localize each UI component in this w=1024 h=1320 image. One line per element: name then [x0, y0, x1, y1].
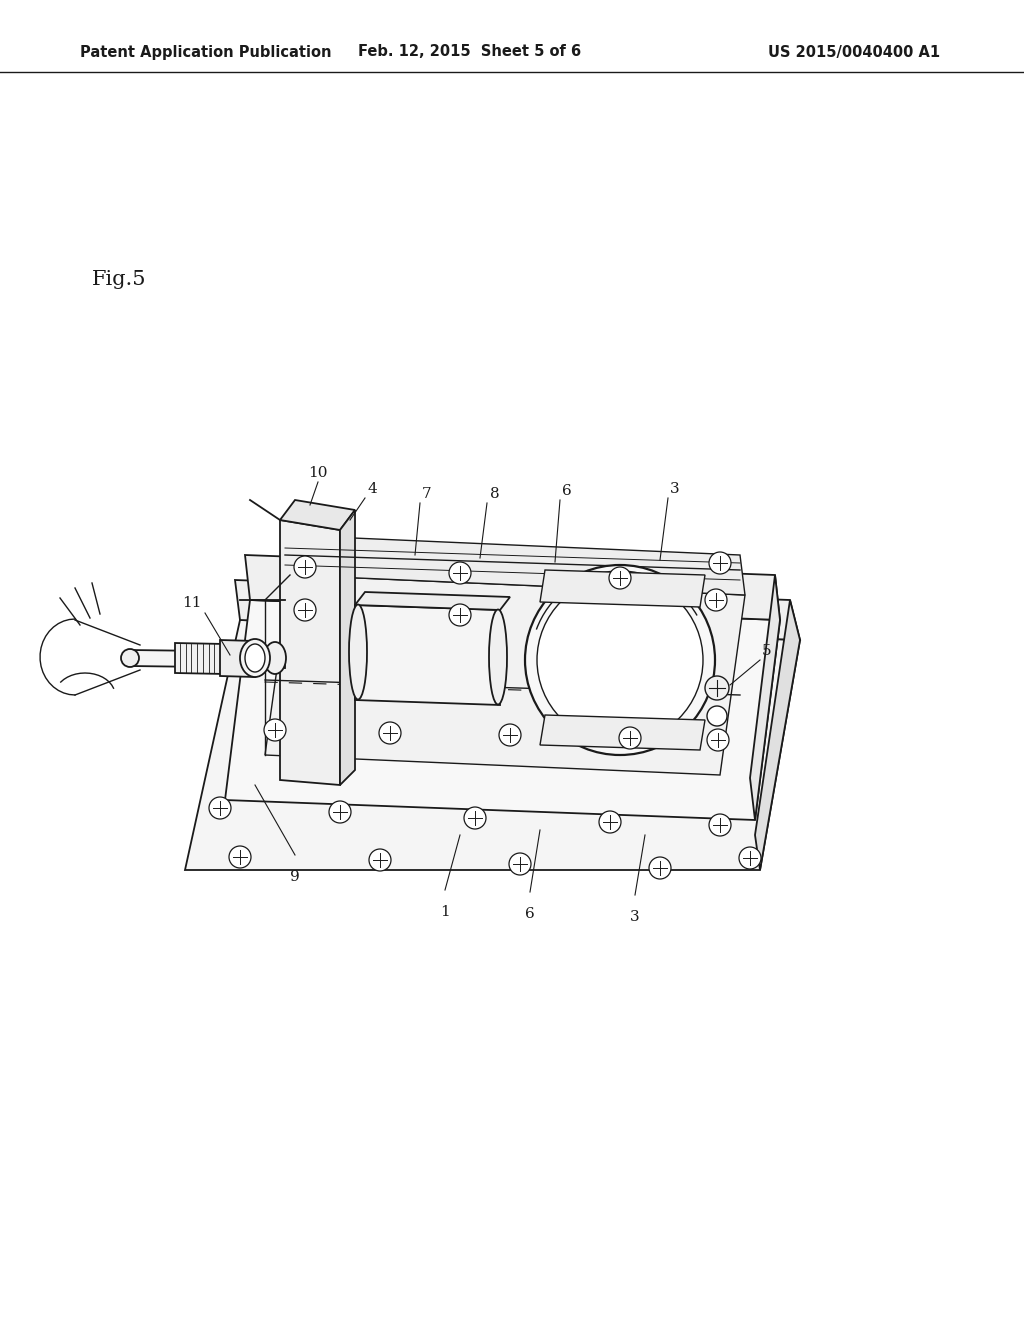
Text: 3: 3 [630, 909, 640, 924]
Text: 10: 10 [308, 466, 328, 480]
Circle shape [599, 810, 621, 833]
Circle shape [369, 849, 391, 871]
Circle shape [209, 797, 231, 818]
Circle shape [705, 676, 729, 700]
Text: 6: 6 [562, 484, 571, 498]
Circle shape [294, 556, 316, 578]
Polygon shape [285, 535, 745, 595]
Circle shape [707, 729, 729, 751]
Polygon shape [355, 591, 510, 610]
Circle shape [609, 568, 631, 589]
Ellipse shape [489, 610, 507, 705]
Polygon shape [340, 510, 355, 785]
Text: 11: 11 [182, 597, 202, 610]
Polygon shape [220, 640, 255, 677]
Polygon shape [355, 605, 500, 705]
Circle shape [525, 565, 715, 755]
Circle shape [499, 723, 521, 746]
Text: Patent Application Publication: Patent Application Publication [80, 45, 332, 59]
Ellipse shape [349, 605, 367, 700]
Text: 4: 4 [368, 482, 378, 496]
Polygon shape [175, 643, 225, 675]
Text: 1: 1 [440, 906, 450, 919]
Text: 6: 6 [525, 907, 535, 921]
Circle shape [649, 857, 671, 879]
Circle shape [709, 552, 731, 574]
Polygon shape [225, 601, 780, 820]
Circle shape [379, 722, 401, 744]
Circle shape [537, 577, 703, 743]
Ellipse shape [245, 644, 265, 672]
Text: Fig.5: Fig.5 [92, 271, 146, 289]
Text: US 2015/0040400 A1: US 2015/0040400 A1 [768, 45, 940, 59]
Text: 5: 5 [762, 644, 772, 657]
Polygon shape [540, 715, 705, 750]
Text: Feb. 12, 2015  Sheet 5 of 6: Feb. 12, 2015 Sheet 5 of 6 [358, 45, 582, 59]
Polygon shape [750, 576, 780, 820]
Text: 8: 8 [490, 487, 500, 502]
Circle shape [509, 853, 531, 875]
Circle shape [449, 562, 471, 583]
Circle shape [707, 706, 727, 726]
Circle shape [264, 719, 286, 741]
Polygon shape [280, 500, 355, 531]
Polygon shape [234, 579, 800, 640]
Circle shape [464, 807, 486, 829]
Ellipse shape [240, 639, 270, 677]
Circle shape [618, 727, 641, 748]
Circle shape [705, 589, 727, 611]
Circle shape [329, 801, 351, 822]
Polygon shape [540, 570, 705, 607]
Circle shape [294, 599, 316, 620]
Polygon shape [755, 601, 800, 870]
Circle shape [449, 605, 471, 626]
Polygon shape [265, 576, 745, 775]
Ellipse shape [264, 642, 286, 675]
Polygon shape [280, 520, 340, 785]
Ellipse shape [121, 649, 139, 667]
Text: 3: 3 [670, 482, 680, 496]
Circle shape [229, 846, 251, 869]
Polygon shape [185, 620, 800, 870]
Circle shape [739, 847, 761, 869]
Text: 9: 9 [290, 870, 300, 884]
Polygon shape [130, 649, 285, 668]
Text: 7: 7 [422, 487, 432, 502]
Polygon shape [245, 554, 780, 620]
Circle shape [709, 814, 731, 836]
